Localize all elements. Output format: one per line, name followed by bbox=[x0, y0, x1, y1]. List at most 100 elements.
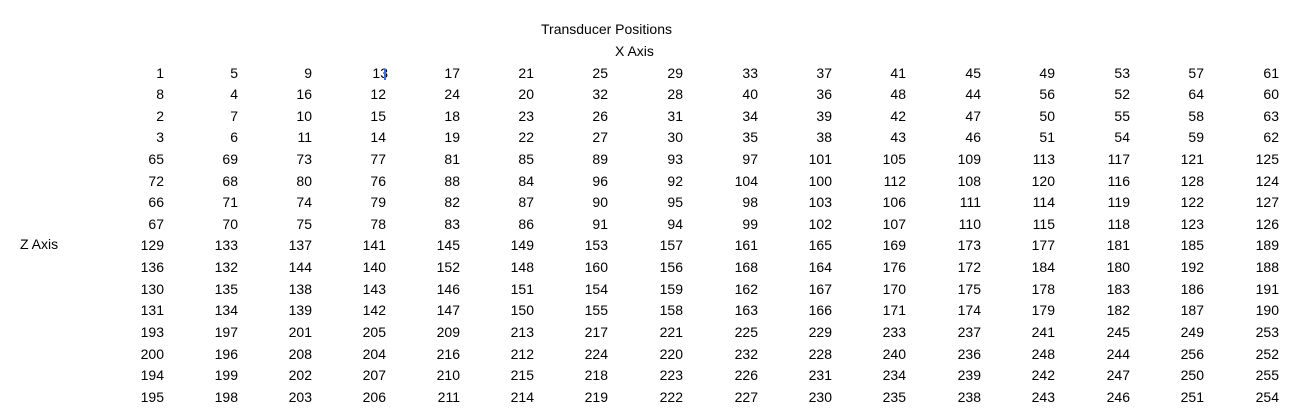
grid-cell: 75 bbox=[296, 216, 312, 232]
grid-cell: 7 bbox=[230, 108, 238, 124]
grid-cell: 124 bbox=[1255, 173, 1279, 189]
grid-cell: 196 bbox=[214, 346, 238, 362]
grid-cell: 245 bbox=[1106, 324, 1130, 340]
grid-cell: 161 bbox=[734, 237, 758, 253]
grid-cell: 12 bbox=[370, 86, 386, 102]
grid-cell: 172 bbox=[957, 259, 981, 275]
grid-cell: 157 bbox=[659, 237, 683, 253]
grid-cell: 201 bbox=[288, 324, 312, 340]
grid-cell: 194 bbox=[140, 367, 164, 383]
grid-cell: 100 bbox=[808, 173, 832, 189]
grid-cell: 54 bbox=[1114, 129, 1130, 145]
grid-cell: 202 bbox=[288, 367, 312, 383]
grid-cell: 209 bbox=[436, 324, 460, 340]
grid-cell: 19 bbox=[444, 129, 460, 145]
grid-cell: 162 bbox=[734, 281, 758, 297]
grid-cell: 190 bbox=[1255, 302, 1279, 318]
grid-cell: 217 bbox=[584, 324, 608, 340]
grid-cell: 185 bbox=[1180, 237, 1204, 253]
grid-cell: 220 bbox=[659, 346, 683, 362]
grid-cell: 216 bbox=[436, 346, 460, 362]
grid-cell: 121 bbox=[1180, 151, 1204, 167]
grid-cell: 84 bbox=[518, 173, 534, 189]
grid-cell: 66 bbox=[148, 194, 164, 210]
grid-cell: 248 bbox=[1031, 346, 1055, 362]
grid-cell: 206 bbox=[362, 389, 386, 405]
grid-cell: 107 bbox=[882, 216, 906, 232]
grid-cell: 143 bbox=[362, 281, 386, 297]
grid-cell: 203 bbox=[288, 389, 312, 405]
grid-cell: 115 bbox=[1032, 216, 1055, 232]
grid-cell: 152 bbox=[436, 259, 460, 275]
grid-cell: 117 bbox=[1107, 151, 1130, 167]
grid-cell: 31 bbox=[667, 108, 683, 124]
grid-cell: 213 bbox=[510, 324, 534, 340]
grid-cell: 153 bbox=[584, 237, 608, 253]
grid-cell: 86 bbox=[518, 216, 534, 232]
z-axis-label: Z Axis bbox=[20, 236, 59, 252]
grid-cell: 73 bbox=[296, 151, 312, 167]
grid-cell: 108 bbox=[957, 173, 981, 189]
grid-cell: 57 bbox=[1188, 65, 1204, 81]
grid-cell: 15 bbox=[370, 108, 386, 124]
grid-cell: 126 bbox=[1255, 216, 1279, 232]
grid-cell: 106 bbox=[882, 194, 906, 210]
grid-cell: 134 bbox=[214, 302, 238, 318]
grid-cell: 224 bbox=[584, 346, 608, 362]
grid-cell: 174 bbox=[957, 302, 981, 318]
grid-cell: 70 bbox=[222, 216, 238, 232]
grid-cell: 120 bbox=[1031, 173, 1055, 189]
grid-cell: 129 bbox=[140, 237, 164, 253]
grid-cell: 151 bbox=[510, 281, 534, 297]
grid-cell: 46 bbox=[965, 129, 981, 145]
grid-cell: 113 bbox=[1032, 151, 1055, 167]
grid-cell: 189 bbox=[1255, 237, 1279, 253]
grid-cell: 253 bbox=[1255, 324, 1279, 340]
grid-cell: 22 bbox=[518, 129, 534, 145]
grid-cell: 168 bbox=[734, 259, 758, 275]
grid-cell: 192 bbox=[1180, 259, 1204, 275]
grid-cell: 42 bbox=[890, 108, 906, 124]
grid-cell: 155 bbox=[584, 302, 608, 318]
grid-cell: 133 bbox=[214, 237, 238, 253]
grid-cell: 18 bbox=[444, 108, 460, 124]
grid-cell: 222 bbox=[659, 389, 683, 405]
grid-cell: 63 bbox=[1263, 108, 1279, 124]
grid-cell: 135 bbox=[214, 281, 238, 297]
grid-cell: 56 bbox=[1039, 86, 1055, 102]
grid-cell: 221 bbox=[659, 324, 683, 340]
grid-cell: 94 bbox=[667, 216, 683, 232]
grid-cell: 164 bbox=[808, 259, 832, 275]
grid-cell: 247 bbox=[1106, 367, 1130, 383]
grid-cell: 223 bbox=[659, 367, 683, 383]
grid-cell: 251 bbox=[1180, 389, 1204, 405]
grid-cell: 176 bbox=[882, 259, 906, 275]
grid-cell: 35 bbox=[742, 129, 758, 145]
grid-cell: 197 bbox=[214, 324, 238, 340]
grid-cell: 188 bbox=[1255, 259, 1279, 275]
grid-cell: 226 bbox=[734, 367, 758, 383]
grid-cell: 125 bbox=[1255, 151, 1279, 167]
grid-cell: 165 bbox=[808, 237, 832, 253]
grid-cell: 16 bbox=[296, 86, 312, 102]
grid-cell: 199 bbox=[214, 367, 238, 383]
grid-cell: 150 bbox=[510, 302, 534, 318]
grid-cell: 240 bbox=[882, 346, 906, 362]
grid-cell: 68 bbox=[222, 173, 238, 189]
grid-cell: 13 bbox=[372, 65, 388, 81]
grid-cell: 207 bbox=[362, 367, 386, 383]
grid-cell: 24 bbox=[444, 86, 460, 102]
grid-cell: 183 bbox=[1106, 281, 1130, 297]
grid-cell: 34 bbox=[742, 108, 758, 124]
grid-cell: 112 bbox=[883, 173, 906, 189]
grid-cell: 119 bbox=[1107, 194, 1130, 210]
grid-cell: 8 bbox=[156, 86, 164, 102]
grid-cell: 131 bbox=[140, 302, 164, 318]
grid-cell: 256 bbox=[1180, 346, 1204, 362]
grid-cell: 44 bbox=[965, 86, 981, 102]
grid-cell: 82 bbox=[444, 194, 460, 210]
grid-cell: 72 bbox=[148, 173, 164, 189]
grid-cell: 2 bbox=[156, 108, 164, 124]
grid-cell: 232 bbox=[734, 346, 758, 362]
